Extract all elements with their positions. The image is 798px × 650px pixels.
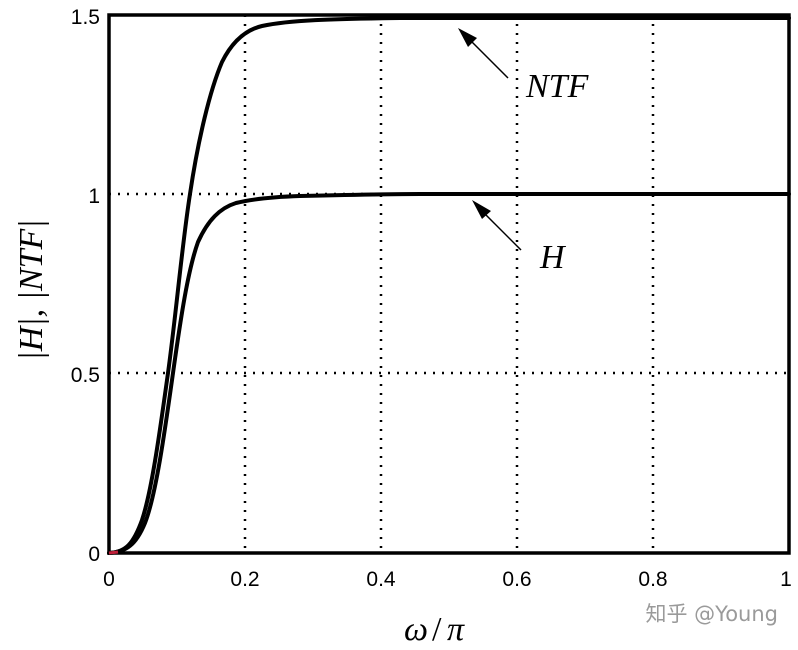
svg-text:1: 1 xyxy=(88,185,100,208)
ntf-curve xyxy=(107,16,791,555)
svg-text:π: π xyxy=(447,611,465,648)
h-arrow xyxy=(472,200,522,251)
svg-text:1: 1 xyxy=(780,568,792,591)
svg-text:0: 0 xyxy=(88,543,100,566)
y-tick-labels: 0 0.5 1 1.5 xyxy=(71,6,100,566)
ntf-label: NTF xyxy=(525,68,590,105)
h-label: H xyxy=(539,239,567,276)
svg-text:/: / xyxy=(432,611,442,648)
y-axis-label: |H|, |NTF| xyxy=(13,219,50,360)
svg-text:0.2: 0.2 xyxy=(230,568,259,591)
h-curve xyxy=(107,192,791,555)
x-tick-labels: 0 0.2 0.4 0.6 0.8 1 xyxy=(103,568,792,591)
watermark: 知乎 @Young xyxy=(645,602,778,626)
svg-text:0.4: 0.4 xyxy=(366,568,396,591)
plot-frame xyxy=(107,13,791,555)
ntf-arrow xyxy=(458,28,509,79)
svg-text:1.5: 1.5 xyxy=(71,6,100,29)
x-axis-label: ω / π xyxy=(404,611,465,648)
svg-text:0.8: 0.8 xyxy=(638,568,667,591)
svg-text:0: 0 xyxy=(103,568,115,591)
origin-marker xyxy=(108,550,119,555)
curves xyxy=(107,16,791,555)
svg-text:ω: ω xyxy=(404,611,428,648)
svg-text:0.5: 0.5 xyxy=(71,364,100,387)
svg-text:0.6: 0.6 xyxy=(502,568,531,591)
